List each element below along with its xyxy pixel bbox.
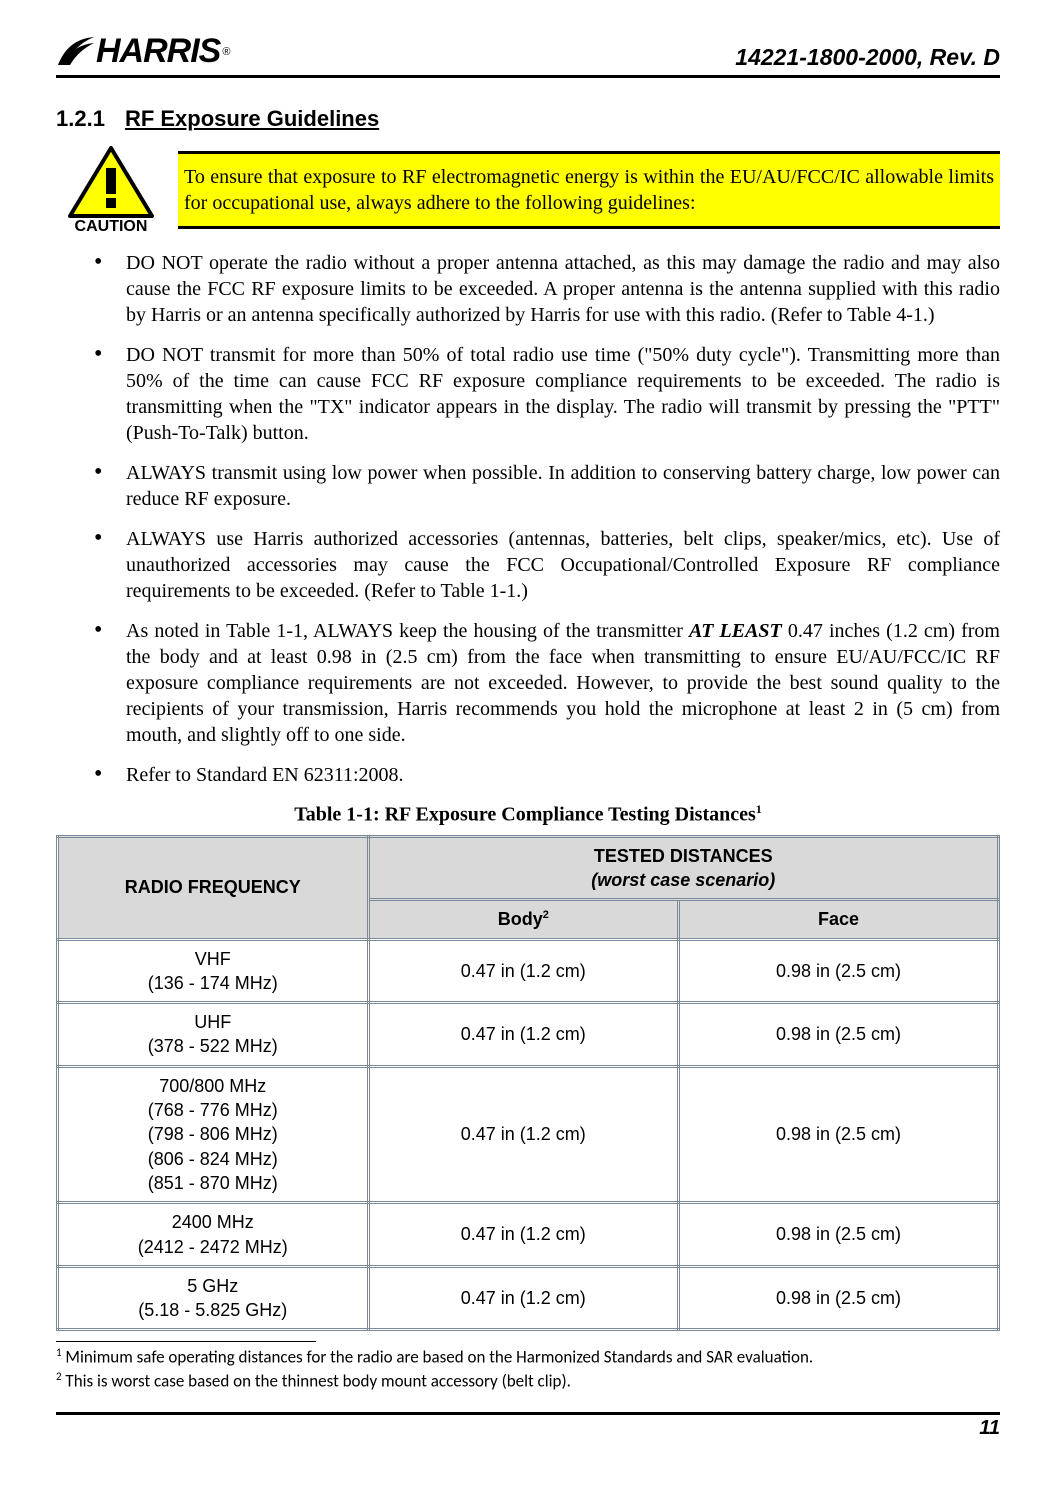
th-tested-distances: TESTED DISTANCES (worst case scenario) xyxy=(368,836,998,900)
table-row: UHF(378 - 522 MHz) 0.47 in (1.2 cm) 0.98… xyxy=(58,1003,999,1067)
th-face: Face xyxy=(679,900,999,939)
document-number: 14221-1800-2000, Rev. D xyxy=(735,44,1000,71)
th-body: Body2 xyxy=(368,900,679,939)
footnote: 1 Minimum safe operating distances for t… xyxy=(56,1346,1000,1368)
table-row: 700/800 MHz(768 - 776 MHz)(798 - 806 MHz… xyxy=(58,1066,999,1202)
th-body-sup: 2 xyxy=(543,909,549,921)
table-row: VHF(136 - 174 MHz) 0.47 in (1.2 cm) 0.98… xyxy=(58,939,999,1003)
text-bold: AT LEAST xyxy=(689,620,782,642)
table-row: 2400 MHz(2412 - 2472 MHz) 0.47 in (1.2 c… xyxy=(58,1203,999,1267)
page-footer: 11 xyxy=(56,1412,1000,1440)
cell-freq: 5 GHz(5.18 - 5.825 GHz) xyxy=(58,1266,369,1330)
cell-body: 0.47 in (1.2 cm) xyxy=(368,939,679,1003)
section-number: 1.2.1 xyxy=(56,106,105,131)
cell-face: 0.98 in (2.5 cm) xyxy=(679,939,999,1003)
th-body-text: Body xyxy=(498,909,543,929)
th-tested-text: TESTED DISTANCES xyxy=(594,846,773,866)
harris-logo: HARRIS ® xyxy=(56,32,230,71)
logo-swoosh-icon xyxy=(56,35,96,69)
list-item: As noted in Table 1-1, ALWAYS keep the h… xyxy=(94,618,1000,748)
cell-face: 0.98 in (2.5 cm) xyxy=(679,1003,999,1067)
cell-face: 0.98 in (2.5 cm) xyxy=(679,1066,999,1202)
th-tested-sub: (worst case scenario) xyxy=(591,870,775,890)
section-heading: 1.2.1 RF Exposure Guidelines xyxy=(56,106,1000,132)
cell-freq: VHF(136 - 174 MHz) xyxy=(58,939,369,1003)
caution-text: To ensure that exposure to RF electromag… xyxy=(178,151,1000,229)
footnote-text: This is worst case based on the thinnest… xyxy=(62,1371,571,1392)
cell-face: 0.98 in (2.5 cm) xyxy=(679,1266,999,1330)
footnote-text: Minimum safe operating distances for the… xyxy=(62,1347,814,1368)
footnotes: 1 Minimum safe operating distances for t… xyxy=(56,1341,1000,1391)
table-title-sup: 1 xyxy=(756,802,762,816)
caution-block: CAUTION To ensure that exposure to RF el… xyxy=(56,144,1000,236)
caution-triangle-icon xyxy=(66,144,156,220)
guidelines-list: DO NOT operate the radio without a prope… xyxy=(56,250,1000,788)
table-title: Table 1-1: RF Exposure Compliance Testin… xyxy=(56,802,1000,827)
list-item: Refer to Standard EN 62311:2008. xyxy=(94,762,1000,788)
cell-body: 0.47 in (1.2 cm) xyxy=(368,1003,679,1067)
page-header: HARRIS ® 14221-1800-2000, Rev. D xyxy=(56,32,1000,78)
table-row: RADIO FREQUENCY TESTED DISTANCES (worst … xyxy=(58,836,999,900)
list-item: ALWAYS transmit using low power when pos… xyxy=(94,460,1000,512)
section-title: RF Exposure Guidelines xyxy=(125,106,379,131)
cell-body: 0.47 in (1.2 cm) xyxy=(368,1266,679,1330)
th-radio-frequency: RADIO FREQUENCY xyxy=(58,836,369,939)
cell-body: 0.47 in (1.2 cm) xyxy=(368,1066,679,1202)
cell-freq: UHF(378 - 522 MHz) xyxy=(58,1003,369,1067)
list-item: DO NOT operate the radio without a prope… xyxy=(94,250,1000,328)
footnote: 2 This is worst case based on the thinne… xyxy=(56,1370,1000,1392)
cell-body: 0.47 in (1.2 cm) xyxy=(368,1203,679,1267)
table-title-text: Table 1-1: RF Exposure Compliance Testin… xyxy=(294,804,756,826)
caution-label: CAUTION xyxy=(75,218,148,236)
text: As noted in Table 1-1, ALWAYS keep the h… xyxy=(126,620,689,642)
cell-freq: 700/800 MHz(768 - 776 MHz)(798 - 806 MHz… xyxy=(58,1066,369,1202)
footnote-rule xyxy=(56,1341,316,1342)
caution-icon-block: CAUTION xyxy=(56,144,166,236)
cell-face: 0.98 in (2.5 cm) xyxy=(679,1203,999,1267)
cell-freq: 2400 MHz(2412 - 2472 MHz) xyxy=(58,1203,369,1267)
logo-text: HARRIS xyxy=(96,32,220,71)
table-row: 5 GHz(5.18 - 5.825 GHz) 0.47 in (1.2 cm)… xyxy=(58,1266,999,1330)
page-number: 11 xyxy=(979,1417,1000,1439)
list-item: DO NOT transmit for more than 50% of tot… xyxy=(94,342,1000,446)
logo-registered: ® xyxy=(222,46,230,58)
rf-exposure-table: RADIO FREQUENCY TESTED DISTANCES (worst … xyxy=(56,835,1000,1332)
list-item: ALWAYS use Harris authorized accessories… xyxy=(94,526,1000,604)
